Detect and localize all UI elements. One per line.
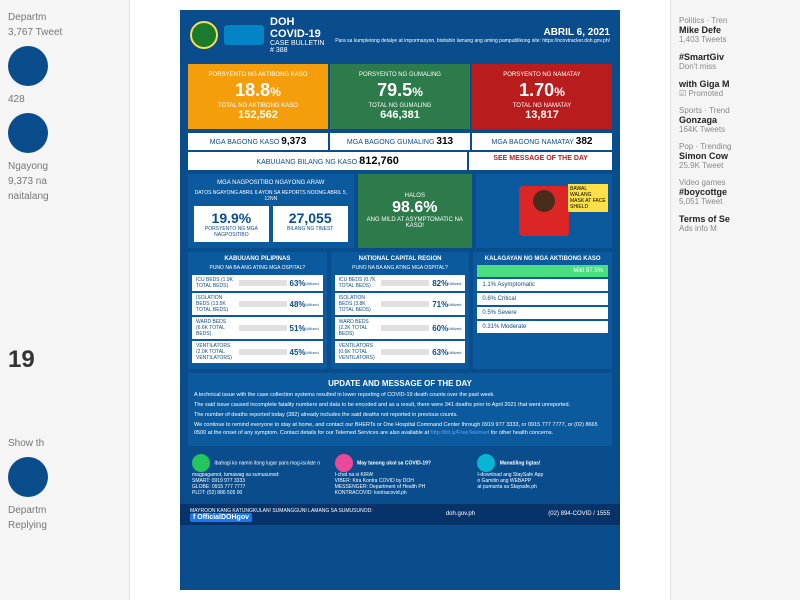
bulletin-title: DOH COVID-19 xyxy=(270,16,329,40)
mid-section: MGA NAGPOSITIBO NGAYONG ARAW DATOS NGAYO… xyxy=(188,174,612,248)
status-row: 0.5% Severe xyxy=(477,307,608,319)
positive-pct: 19.9% PORSYENTO NG MGA NAGPOSITIBO xyxy=(194,206,269,242)
new-recovered: MGA BAGONG GUMALING 313 xyxy=(330,133,470,150)
main-content: DOH COVID-19 CASE BULLETIN # 388 ABRIL 6… xyxy=(130,0,670,600)
trend-item[interactable]: Terms of SeAds info M xyxy=(679,214,792,233)
update-message: UPDATE AND MESSAGE OF THE DAY A technica… xyxy=(188,373,612,446)
new-stats-row: MGA BAGONG KASO 9,373 MGA BAGONG GUMALIN… xyxy=(188,133,612,150)
trend-item[interactable]: Video games#boycottge5,051 Tweet xyxy=(679,178,792,206)
bulletin-date: ABRIL 6, 2021 xyxy=(335,27,610,38)
status-row: 0.6% Critical xyxy=(477,293,608,305)
person-icon xyxy=(519,186,569,236)
utilization-bar: WARD BEDS (2.2K TOTAL BEDS)60% Utilized xyxy=(335,317,466,339)
trend-item[interactable]: #SmartGivDon't miss xyxy=(679,52,792,71)
shield-icon xyxy=(477,454,495,472)
bulletin-header: DOH COVID-19 CASE BULLETIN # 388 ABRIL 6… xyxy=(180,10,620,60)
reply-text: Replying xyxy=(8,520,121,531)
utilization-bar: ISOLATION BEDS (3.8K TOTAL BEDS)71% Util… xyxy=(335,293,466,315)
trend-item[interactable]: Sports · TrendGonzaga164K Tweets xyxy=(679,106,792,134)
post-text: Ngayong xyxy=(8,161,121,172)
avatar[interactable] xyxy=(8,46,48,86)
contact-hotlines: Ibahagi ko namin itong lugar para mag-is… xyxy=(188,450,327,500)
trend-item[interactable]: Pop · TrendingSimon Cow25.9K Tweet xyxy=(679,142,792,170)
case-status: KALAGAYAN NG MGA AKTIBONG KASO Mild 97.5… xyxy=(473,252,612,369)
reply-count: 428 xyxy=(8,94,121,105)
total-cases: KABUUANG BILANG NG KASO 812,760 xyxy=(188,152,467,170)
see-message: SEE MESSAGE OF THE DAY xyxy=(469,152,612,170)
left-sidebar: Departm 3,767 Tweet 428 Ngayong 9,373 na… xyxy=(0,0,130,600)
avatar[interactable] xyxy=(8,457,48,497)
utilization-bar: ISOLATION BEDS (13.5K TOTAL BEDS)48% Uti… xyxy=(192,293,323,315)
bulletin-footer: MAYROON KANG KATUNGKULAN! SUMANGGUNI LAM… xyxy=(180,504,620,525)
doh-logo-icon xyxy=(190,21,218,49)
mask-tag: BAWAL WALANG MASK AT FACE SHIELD xyxy=(568,184,608,212)
post-text: naitalang xyxy=(8,191,121,202)
bulletin: DOH COVID-19 CASE BULLETIN # 388 ABRIL 6… xyxy=(180,10,620,590)
contacts-row: Ibahagi ko namin itong lugar para mag-is… xyxy=(188,450,612,500)
tweet-count: 3,767 Tweet xyxy=(8,27,121,38)
utilization-bar: ICU BEDS (0.7K TOTAL BEDS)82% Utilized xyxy=(335,275,466,291)
utilization-bar: WARD BEDS (6.6K TOTAL BEDS)51% Utilized xyxy=(192,317,323,339)
hospital-section: KABUUANG PILIPINAS PUNO NA BA ANG ATING … xyxy=(188,252,612,369)
hospital-ncr: NATIONAL CAPITAL REGION PUNO NA BA ANG A… xyxy=(331,252,470,369)
utilization-bar: ICU BEDS (1.9K TOTAL BEDS)63% Utilized xyxy=(192,275,323,291)
new-deaths: MGA BAGONG NAMATAY 382 xyxy=(472,133,612,150)
tested-count: 27,055 BILANG NG TINEST xyxy=(273,206,348,242)
stat-deaths: PORSYENTO NG NAMATAY 1.70% TOTAL NG NAMA… xyxy=(472,64,612,129)
big-number: 19 xyxy=(8,346,121,374)
utilization-bar: VENTILATORS (0.6K TOTAL VENTILATORS)63% … xyxy=(335,341,466,363)
post-text: 9,373 na xyxy=(8,176,121,187)
stat-active: PORSYENTO NG AKTIBONG KASO 18.8% TOTAL N… xyxy=(188,64,328,129)
contact-kira: May tanong ukol sa COVID-19? I-chat na s… xyxy=(331,450,470,500)
website: doh.gov.ph xyxy=(446,511,475,517)
status-row: 0.31% Moderate xyxy=(477,321,608,333)
utilization-bar: VENTILATORS (2.0K TOTAL VENTILATORS)45% … xyxy=(192,341,323,363)
phone-icon xyxy=(192,454,210,472)
status-mild: Mild 97.5% xyxy=(477,265,608,277)
bulletin-number: CASE BULLETIN # 388 xyxy=(270,40,329,54)
bulletin-note: Para sa kumpletong detalye at impormasyo… xyxy=(335,38,610,44)
positive-today: MGA NAGPOSITIBO NGAYONG ARAW DATOS NGAYO… xyxy=(188,174,354,248)
chat-icon xyxy=(335,454,353,472)
new-cases: MGA BAGONG KASO 9,373 xyxy=(188,133,328,150)
facebook-link[interactable]: f OfficialDOHgov xyxy=(190,513,252,522)
contact-staysafe: Manatiling ligtas! I-download ang StaySa… xyxy=(473,450,612,500)
stat-recovered: PORSYENTO NG GUMALING 79.5% TOTAL NG GUM… xyxy=(330,64,470,129)
status-row: 1.1% Asymptomatic xyxy=(477,279,608,291)
trend-item[interactable]: with Giga M☑ Promoted xyxy=(679,79,792,98)
bida-logo-icon xyxy=(224,25,264,45)
account-title: Departm xyxy=(8,12,121,23)
mask-reminder: BAWAL WALANG MASK AT FACE SHIELD xyxy=(476,174,612,248)
hospital-ph: KABUUANG PILIPINAS PUNO NA BA ANG ATING … xyxy=(188,252,327,369)
account-title: Departm xyxy=(8,505,121,516)
hotline: (02) 894-COVID / 1555 xyxy=(548,511,610,517)
show-more[interactable]: Show th xyxy=(8,438,121,449)
avatar[interactable] xyxy=(8,113,48,153)
total-row: KABUUANG BILANG NG KASO 812,760 SEE MESS… xyxy=(188,152,612,170)
trend-item[interactable]: Politics · TrenMike Defe1,403 Tweets xyxy=(679,16,792,44)
main-stats: PORSYENTO NG AKTIBONG KASO 18.8% TOTAL N… xyxy=(188,64,612,129)
telemed-link[interactable]: http://bit.ly/FreeTelemed xyxy=(431,430,490,436)
right-sidebar: Politics · TrenMike Defe1,403 Tweets #Sma… xyxy=(670,0,800,600)
mild-pct: HALOS 98.6% ANG MILD AT ASYMPTOMATIC NA … xyxy=(358,174,472,248)
